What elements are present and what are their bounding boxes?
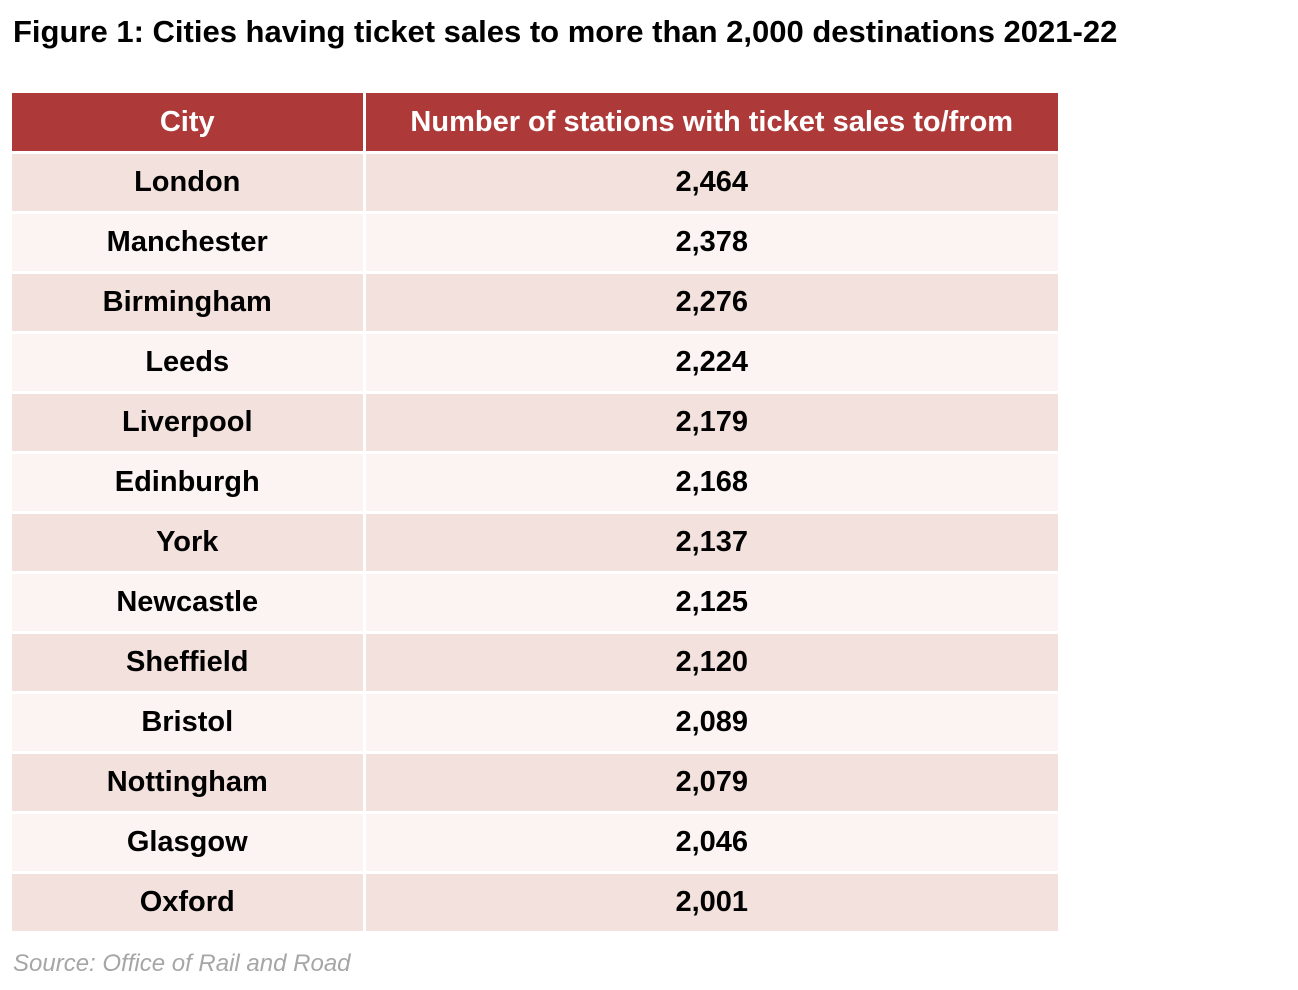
table-row: Edinburgh 2,168	[12, 452, 1058, 514]
data-table: City Number of stations with ticket sale…	[12, 93, 1058, 934]
cell-city: Liverpool	[12, 392, 366, 454]
cell-station-count: 2,089	[364, 692, 1058, 754]
chart-title: Figure 1: Cities having ticket sales to …	[13, 14, 1118, 49]
cell-city: Nottingham	[12, 752, 366, 814]
cell-city: Edinburgh	[12, 452, 366, 514]
table-row: Manchester 2,378	[12, 212, 1058, 274]
table-row: Birmingham 2,276	[12, 272, 1058, 334]
table-row: Leeds 2,224	[12, 332, 1058, 394]
cell-station-count: 2,378	[364, 212, 1058, 274]
table-row: London 2,464	[12, 152, 1058, 214]
table-body: London 2,464 Manchester 2,378 Birmingham 2,27…	[12, 152, 1058, 934]
table-header-row: City Number of stations with ticket sale…	[12, 93, 1058, 154]
data-table-container: City Number of stations with ticket sale…	[12, 93, 1058, 934]
cell-station-count: 2,179	[364, 392, 1058, 454]
table-row: Sheffield 2,120	[12, 632, 1058, 694]
source-note: Source: Office of Rail and Road	[13, 950, 351, 977]
cell-station-count: 2,001	[364, 872, 1058, 934]
table-row: Liverpool 2,179	[12, 392, 1058, 454]
cell-city: Oxford	[12, 872, 366, 934]
table-row: Nottingham 2,079	[12, 752, 1058, 814]
column-header-stations: Number of stations with ticket sales to/…	[364, 93, 1058, 154]
cell-station-count: 2,168	[364, 452, 1058, 514]
cell-station-count: 2,137	[364, 512, 1058, 574]
cell-station-count: 2,224	[364, 332, 1058, 394]
cell-city: Manchester	[12, 212, 366, 274]
cell-station-count: 2,046	[364, 812, 1058, 874]
cell-city: London	[12, 152, 366, 214]
cell-city: Bristol	[12, 692, 366, 754]
cell-station-count: 2,125	[364, 572, 1058, 634]
cell-station-count: 2,120	[364, 632, 1058, 694]
table-row: Bristol 2,089	[12, 692, 1058, 754]
cell-city: Glasgow	[12, 812, 366, 874]
table-row: York 2,137	[12, 512, 1058, 574]
cell-city: Sheffield	[12, 632, 366, 694]
cell-city: Leeds	[12, 332, 366, 394]
cell-station-count: 2,276	[364, 272, 1058, 334]
table-row: Oxford 2,001	[12, 872, 1058, 934]
cell-station-count: 2,079	[364, 752, 1058, 814]
table-row: Newcastle 2,125	[12, 572, 1058, 634]
cell-city: Newcastle	[12, 572, 366, 634]
cell-station-count: 2,464	[364, 152, 1058, 214]
cell-city: Birmingham	[12, 272, 366, 334]
cell-city: York	[12, 512, 366, 574]
table-row: Glasgow 2,046	[12, 812, 1058, 874]
column-header-city: City	[12, 93, 366, 154]
